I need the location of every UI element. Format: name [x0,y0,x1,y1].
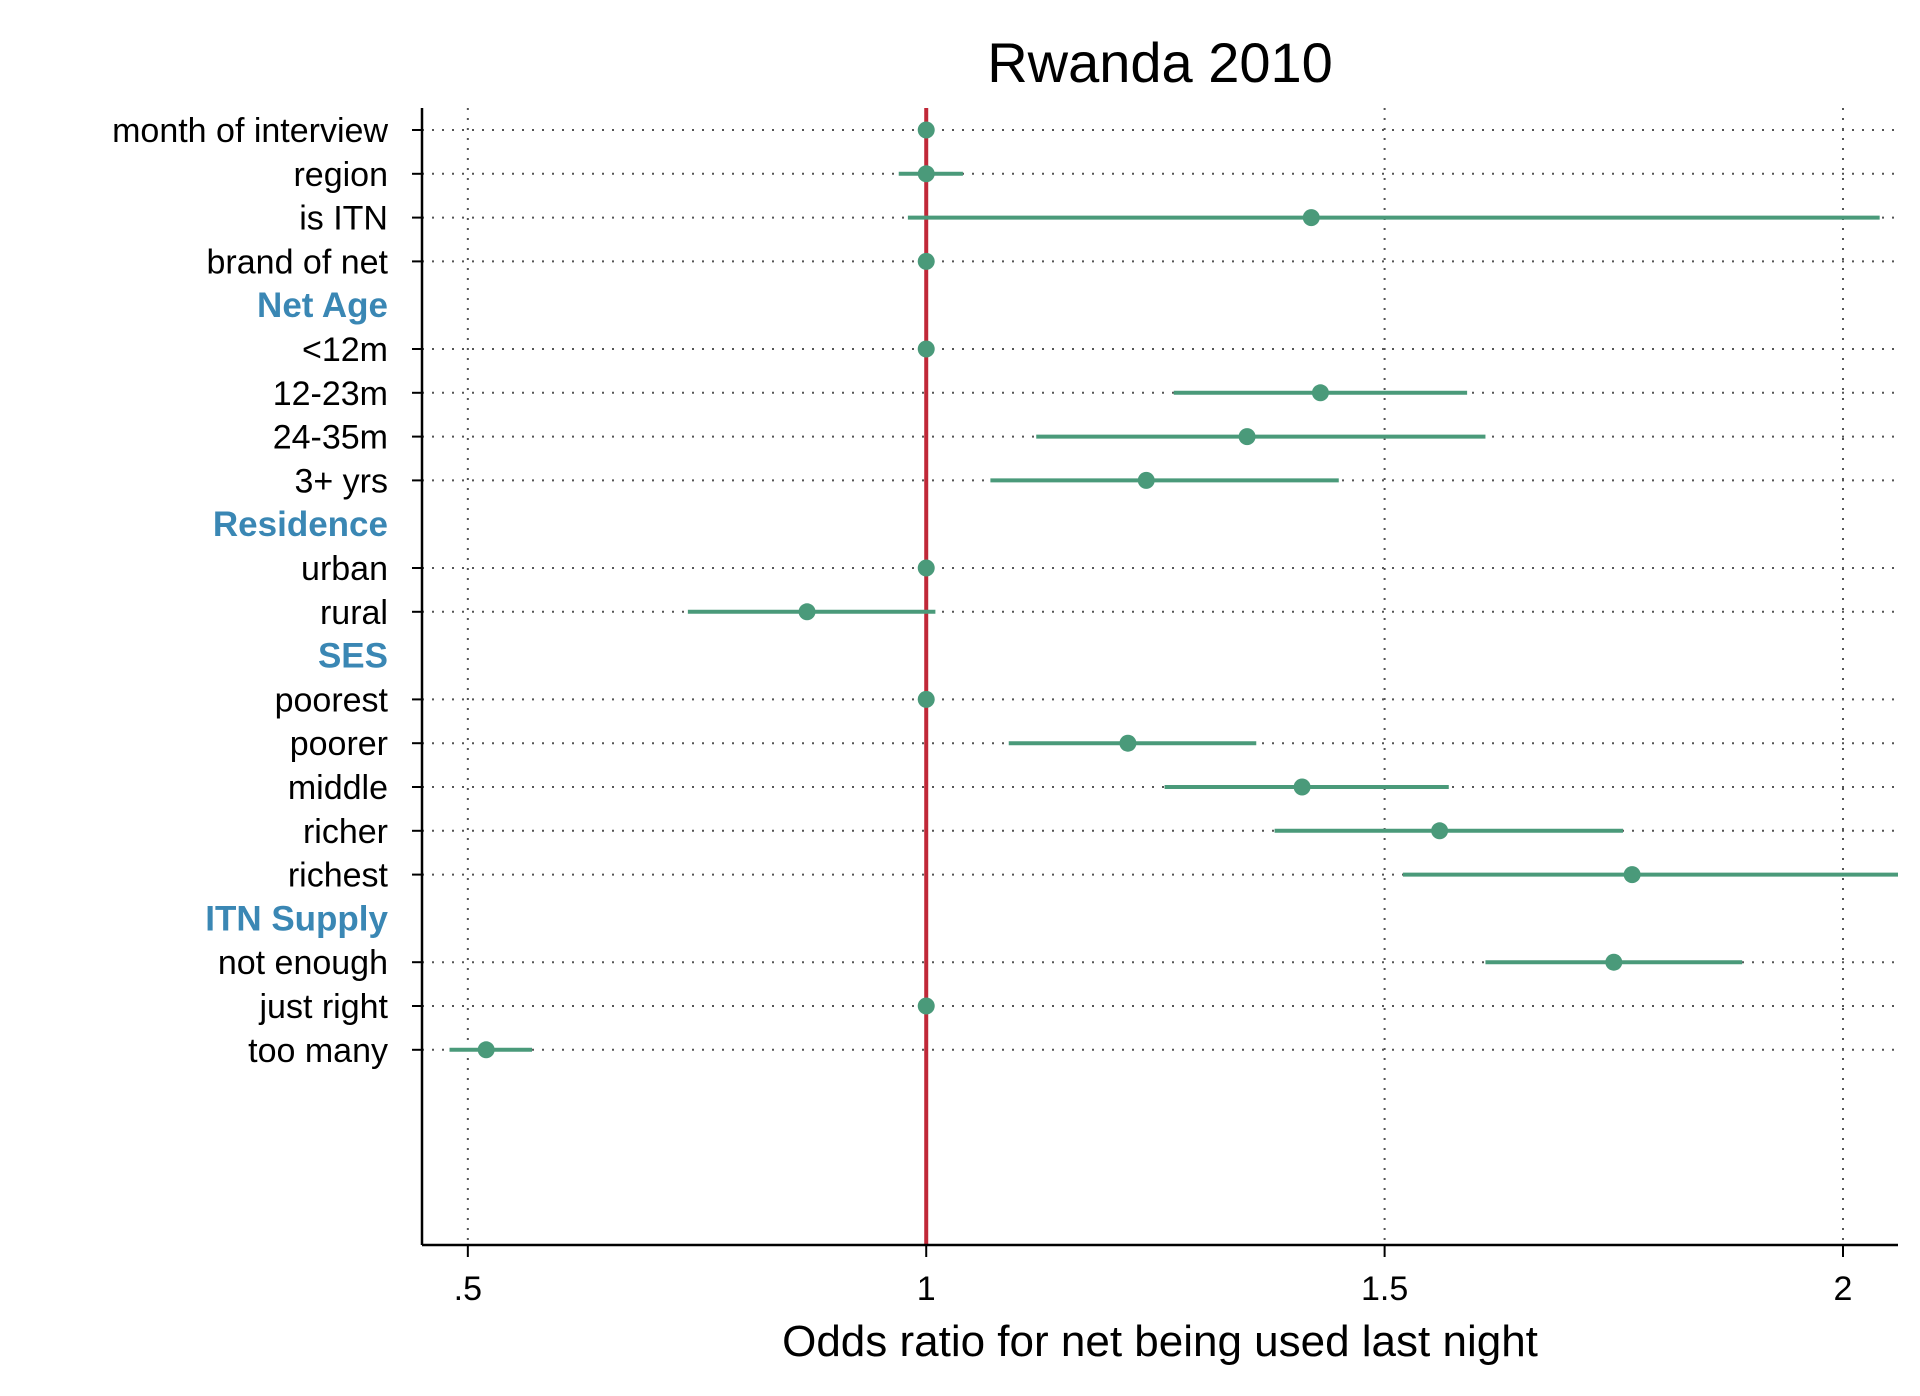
point-estimate [1623,866,1641,884]
row-label: brand of net [207,243,389,281]
point-estimate [1238,428,1256,446]
row-label: is ITN [299,200,388,238]
row-label: 12-23m [273,375,388,413]
row-label: richest [288,857,389,895]
point-estimate [917,559,935,577]
x-tick-label: 1.5 [1361,1270,1408,1308]
row-label: just right [259,988,389,1026]
point-estimate [1605,953,1623,971]
point-estimates [477,121,1641,1059]
chart-title: Rwanda 2010 [987,31,1333,94]
row-label: 3+ yrs [294,462,388,500]
x-tick-label: 2 [1834,1270,1853,1308]
point-estimate [917,997,935,1015]
x-axis-label: Odds ratio for net being used last night [782,1317,1538,1366]
group-heading: Net Age [257,286,388,325]
row-label: 24-35m [273,419,388,457]
row-label: month of interview [112,112,388,150]
x-tick-label: 1 [917,1270,936,1308]
point-estimate [477,1041,495,1059]
row-label: too many [248,1032,388,1070]
point-estimate [917,690,935,708]
point-estimate [1293,778,1311,796]
group-heading: SES [318,637,388,676]
y-axis-labels: month of interview region is ITN brand of n… [112,112,388,1070]
point-estimate [917,121,935,139]
point-estimate [798,603,816,621]
point-estimate [917,252,935,270]
x-axis-ticks: .5 1 1.5 2 [454,1245,1853,1308]
point-estimate [1119,734,1137,752]
row-label: not enough [218,944,388,982]
x-tick-label: .5 [454,1270,482,1308]
row-label: poorest [275,681,389,719]
grid-lines [422,108,1898,1245]
row-label: rural [320,594,388,632]
axes [412,108,1898,1247]
row-label: urban [301,550,388,588]
row-label: region [293,156,388,194]
row-label: poorer [290,725,388,763]
point-estimate [1302,209,1320,227]
group-heading: ITN Supply [205,899,388,938]
point-estimate [1311,384,1329,402]
group-heading: Residence [213,505,388,544]
row-label: <12m [302,331,388,369]
row-label: middle [288,769,388,807]
point-estimate [1137,471,1155,489]
point-estimate [917,165,935,183]
row-label: richer [303,813,388,851]
point-estimate [1431,822,1449,840]
point-estimate [917,340,935,358]
